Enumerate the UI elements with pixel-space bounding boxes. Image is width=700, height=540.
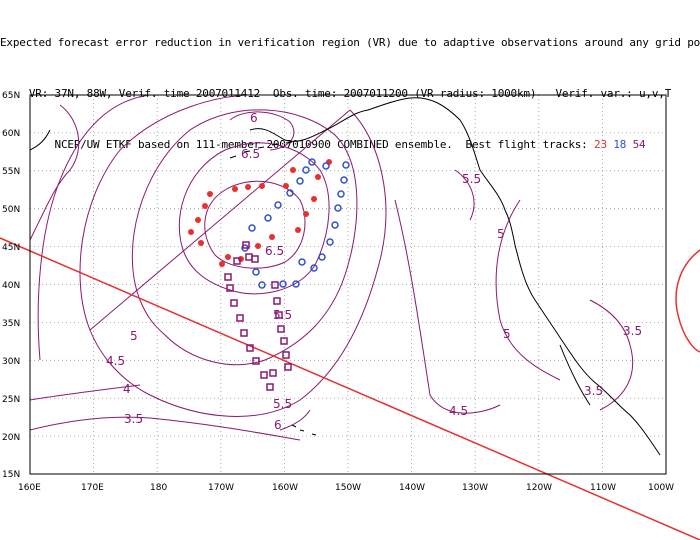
contour-label: 4	[123, 382, 131, 396]
contour-3-5-east	[589, 299, 634, 411]
lat-label: 30N	[2, 357, 20, 367]
track-id-18: 18	[613, 138, 627, 151]
lon-label: 120W	[526, 483, 552, 493]
contour-label: 4.5	[106, 354, 125, 368]
lon-label: 150W	[335, 483, 361, 493]
contour-label: 5.5	[273, 308, 292, 322]
title-line-1: Expected forecast error reduction in ver…	[0, 36, 700, 49]
lon-label: 170W	[208, 483, 234, 493]
alaska-coast	[249, 97, 516, 246]
contour-label-group: 6 6.5 5.5 5 6.5 5.5 5 3.5 5 4.5 4 3.5 5.…	[106, 111, 642, 432]
contour-label: 5	[497, 227, 505, 241]
contour-label: 5.5	[273, 397, 292, 411]
lon-label: 100W	[648, 483, 674, 493]
kamchatka-fragment	[30, 129, 51, 151]
aleutian-chain	[229, 141, 293, 159]
flight-track-23	[188, 159, 332, 267]
map-frame	[29, 94, 667, 475]
contour-label: 6.5	[265, 244, 284, 258]
contour-3-5	[30, 416, 301, 441]
lat-label: 40N	[2, 281, 20, 291]
longitude-axis: 160E 170E 180 170W 160W 150W 140W 130W 1…	[18, 483, 674, 493]
baja-peninsula	[559, 344, 591, 406]
contour-4-5	[37, 95, 501, 414]
contour-label: 6.5	[241, 147, 260, 161]
lat-label: 35N	[2, 319, 20, 329]
contour-6-north	[229, 111, 295, 151]
verification-region-circle	[675, 249, 700, 353]
lon-label: 160W	[272, 483, 298, 493]
lat-label: 45N	[2, 243, 20, 253]
lon-label: 170E	[81, 483, 104, 493]
lat-label: 65N	[2, 91, 20, 101]
flight-track-54	[224, 241, 292, 391]
title-line-3: NCEP/UW ETKF based on 111-member 2007010…	[0, 136, 700, 153]
contour-label: 5.5	[462, 172, 481, 186]
contour-label: 4.5	[449, 404, 468, 418]
coastlines	[30, 97, 661, 456]
contour-label: 3.5	[584, 384, 603, 398]
lat-label: 60N	[2, 129, 20, 139]
map-title: Expected forecast error reduction in ver…	[0, 0, 700, 170]
contour-label: 6	[274, 418, 282, 432]
title-line-3-prefix: NCEP/UW ETKF based on 111-member 2007010…	[54, 138, 595, 151]
lon-label: 110W	[590, 483, 616, 493]
contour-label: 6	[250, 111, 258, 125]
lat-label: 20N	[2, 433, 20, 443]
flight-track-18	[241, 158, 350, 289]
contour-4	[30, 384, 141, 401]
title-line-2: VR: 37N, 88W, Verif. time 2007011412 Obs…	[28, 87, 672, 100]
contour-6-5-inner	[204, 180, 306, 269]
latitude-axis: 65N 60N 55N 50N 45N 40N 35N 30N 25N 20N …	[2, 91, 20, 480]
lat-label: 15N	[2, 470, 20, 480]
verification-region-line	[0, 237, 700, 540]
lon-label: 130W	[462, 483, 488, 493]
contour-label: 3.5	[623, 324, 642, 338]
contour-6-south	[279, 409, 311, 431]
contour-label: 3.5	[124, 412, 143, 426]
lat-label: 25N	[2, 395, 20, 405]
contour-label: 5	[130, 329, 138, 343]
lat-label: 50N	[2, 205, 20, 215]
contour-label: 5	[503, 327, 511, 341]
hawaii-islands	[291, 424, 317, 436]
contour-5-5	[131, 109, 358, 366]
track-id-54: 54	[632, 138, 646, 151]
track-id-23: 23	[594, 138, 607, 151]
error-reduction-contours	[30, 95, 634, 441]
lon-label: 180	[150, 483, 167, 493]
contour-5-5-east	[454, 169, 475, 221]
lon-label: 140W	[399, 483, 425, 493]
lat-label: 55N	[2, 167, 20, 177]
contour-3-5-left	[30, 104, 80, 241]
contour-6-outer	[178, 142, 330, 295]
contour-5-east	[495, 199, 561, 381]
lon-label: 160E	[18, 483, 41, 493]
north-america-west-coast	[514, 244, 661, 456]
contour-5	[79, 95, 387, 417]
